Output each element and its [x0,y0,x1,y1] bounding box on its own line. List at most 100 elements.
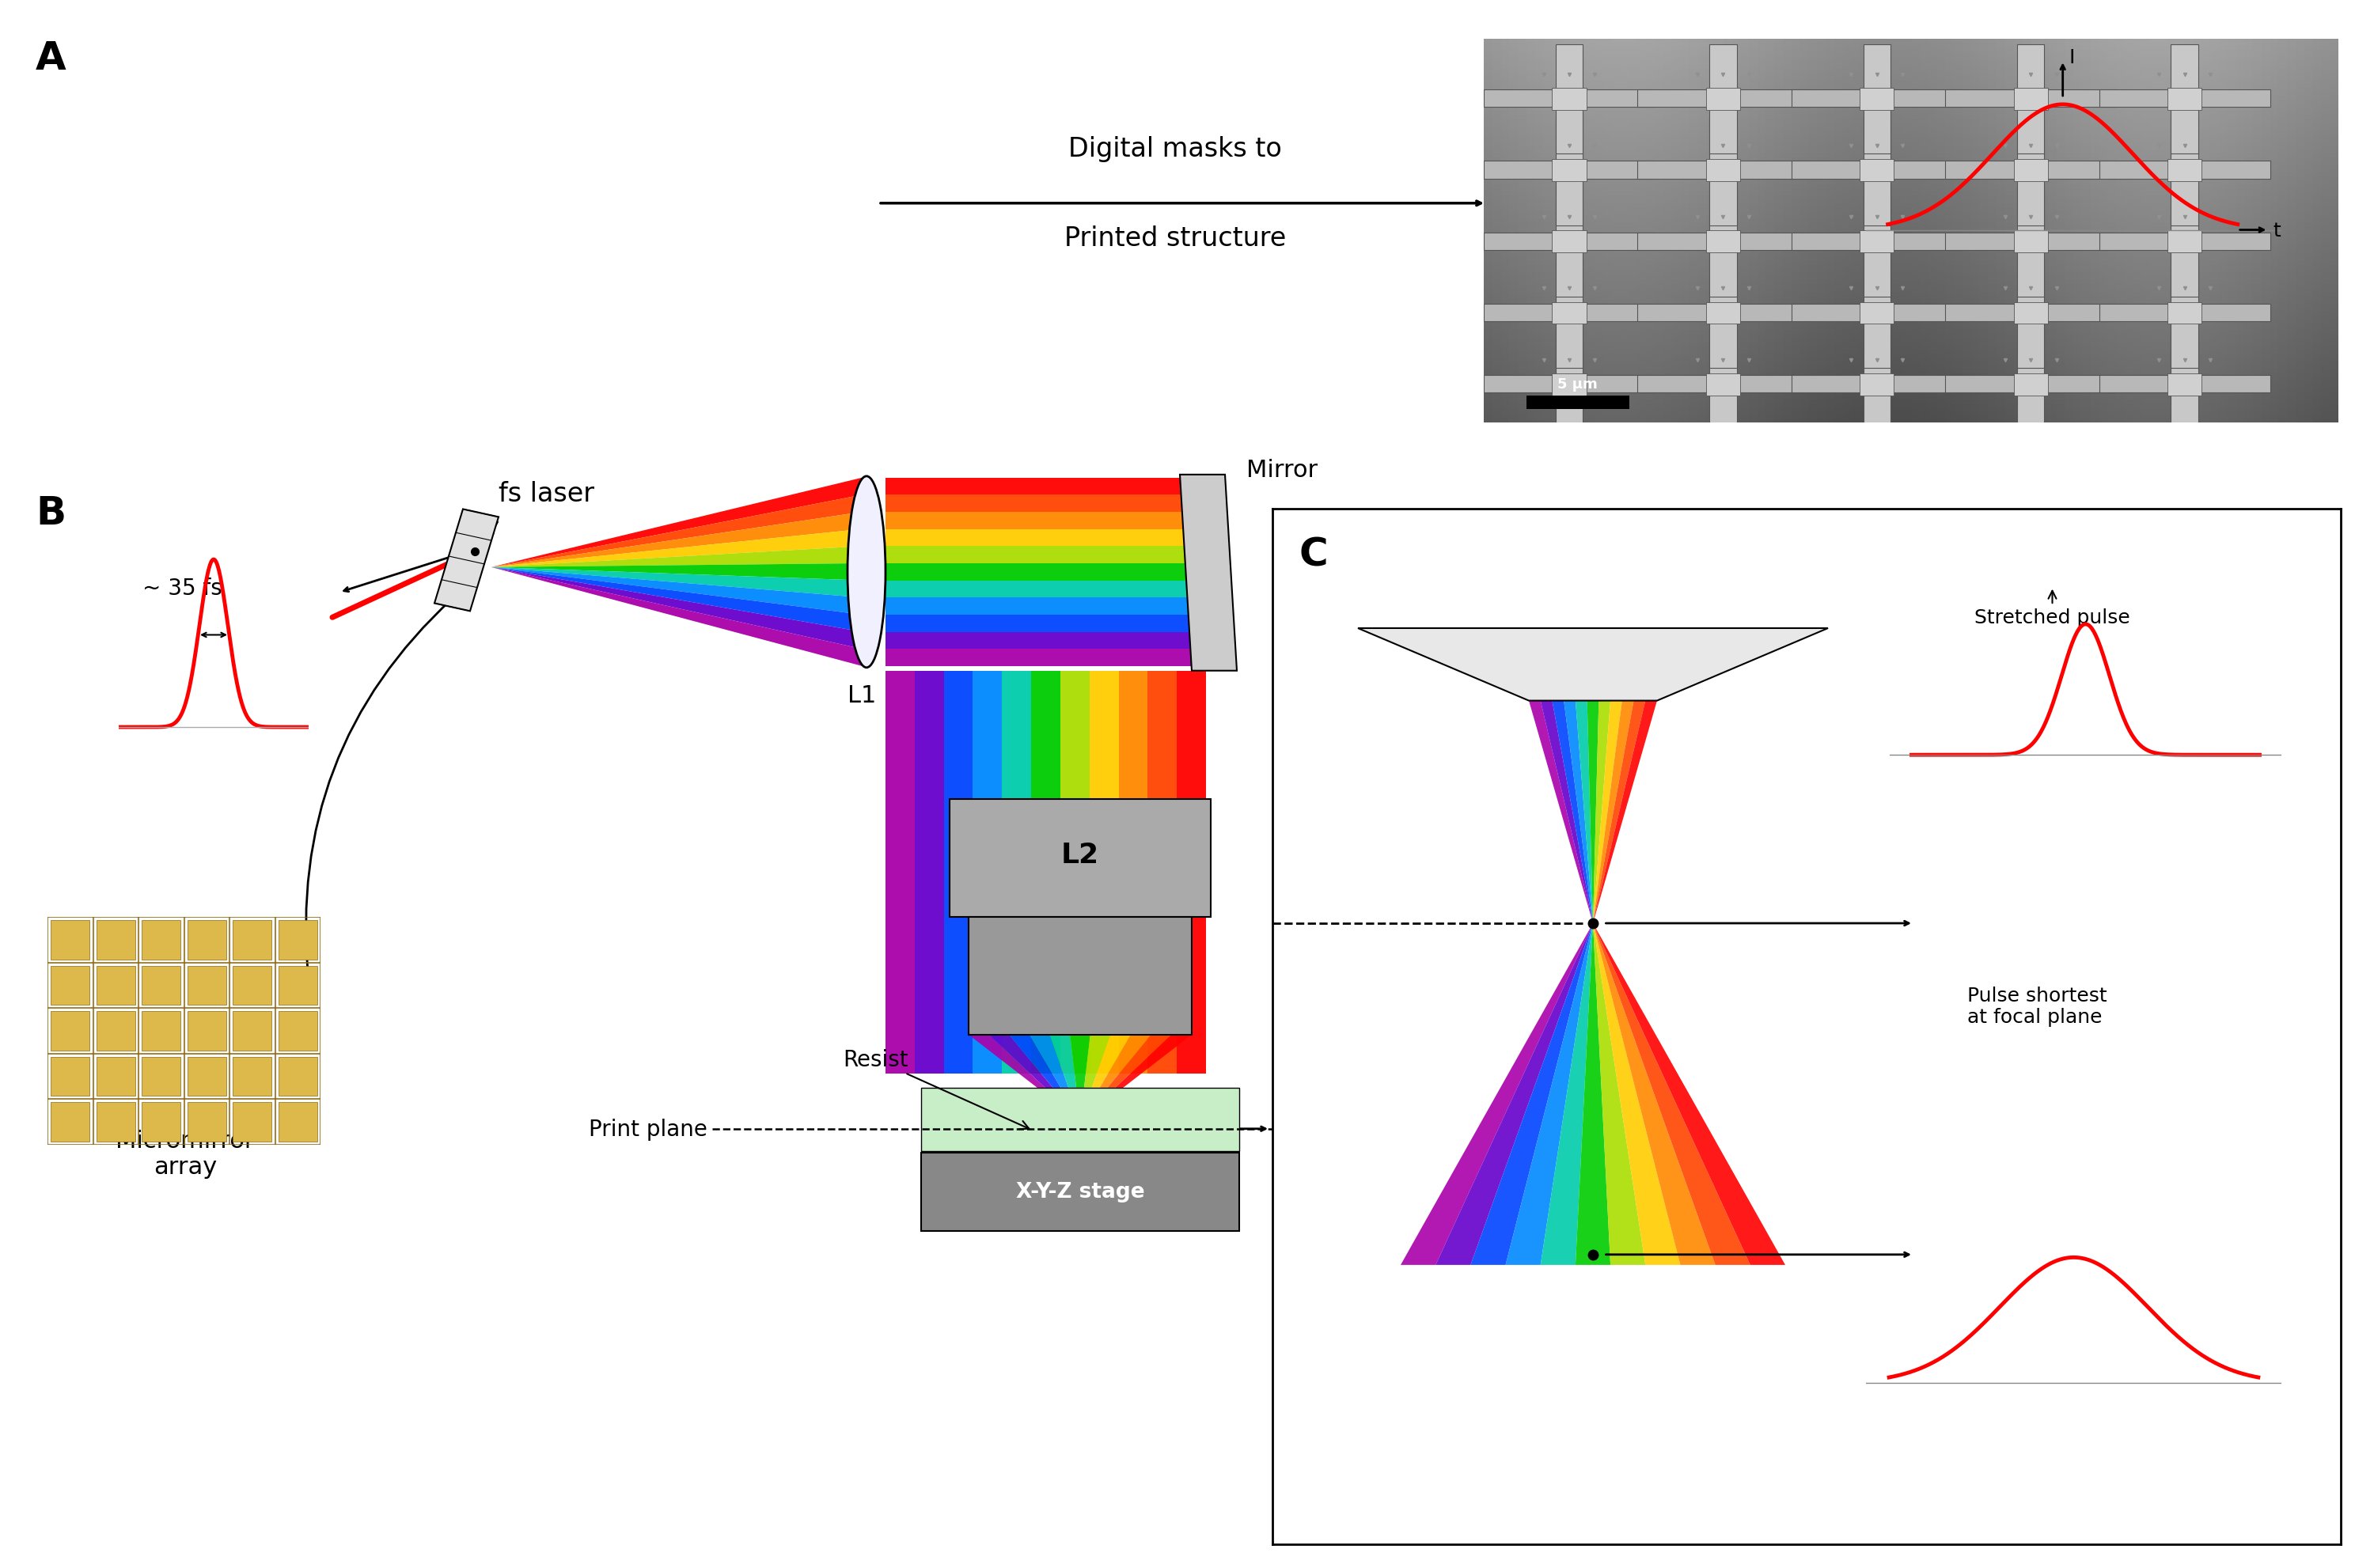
Polygon shape [1593,924,1645,1265]
Bar [2167,89,2201,110]
Polygon shape [969,1035,1080,1121]
Text: Mirror: Mirror [1246,459,1318,481]
Polygon shape [1061,671,1090,1074]
Bar [1707,375,1740,397]
Bar [142,966,180,1005]
Bar [1484,162,1655,179]
Bar [2018,259,2044,368]
Bar [1707,232,1740,254]
Polygon shape [1529,701,1593,924]
Polygon shape [1401,924,1593,1265]
Bar [1792,376,1963,394]
Polygon shape [1593,701,1657,924]
Polygon shape [491,478,862,568]
Bar [1944,234,2115,251]
Bar [142,1057,180,1096]
Bar [1864,188,1890,298]
Polygon shape [1009,1035,1080,1121]
Bar [97,1011,135,1051]
Polygon shape [973,671,1002,1074]
Bar [1484,376,1655,394]
Bar [1864,45,1890,155]
Polygon shape [886,564,1206,580]
Polygon shape [1080,1035,1192,1121]
Bar [2170,188,2198,298]
Text: B: B [36,494,66,532]
Polygon shape [1564,701,1593,924]
Bar [188,920,226,960]
Text: fs laser: fs laser [499,481,594,506]
Polygon shape [1541,701,1593,924]
Bar [2018,188,2044,298]
Bar [1638,162,1809,179]
Bar [1792,162,1963,179]
Polygon shape [1080,1035,1111,1121]
Polygon shape [886,530,1206,547]
Bar [1944,162,2115,179]
Bar [2167,160,2201,182]
Bar [2167,375,2201,397]
Text: X-Y-Z stage: X-Y-Z stage [1016,1181,1144,1203]
Polygon shape [990,1121,1080,1151]
Bar [2099,304,2270,321]
Polygon shape [1080,1121,1192,1151]
Bar [233,1102,271,1142]
Text: Printed structure: Printed structure [1064,226,1287,251]
Polygon shape [886,513,1206,530]
Bar [142,920,180,960]
Polygon shape [1030,1121,1080,1151]
Bar [2099,376,2270,394]
Polygon shape [1009,1121,1080,1151]
FancyBboxPatch shape [969,917,1192,1035]
Bar [1709,116,1738,226]
Polygon shape [886,495,1206,513]
Polygon shape [886,580,1206,597]
Bar [1484,234,1655,251]
Polygon shape [1593,701,1621,924]
Bar [1792,304,1963,321]
Bar [1553,375,1586,397]
Polygon shape [1030,671,1061,1074]
Bar [97,966,135,1005]
Polygon shape [491,568,862,666]
Polygon shape [945,671,973,1074]
FancyBboxPatch shape [921,1152,1239,1231]
Bar [2167,303,2201,325]
Polygon shape [886,671,914,1074]
Polygon shape [1593,924,1716,1265]
Bar [1553,303,1586,325]
Polygon shape [491,568,862,597]
Text: Pulse shortest
at focal plane: Pulse shortest at focal plane [1966,986,2106,1027]
Text: Resist: Resist [843,1049,1028,1129]
Bar [2170,45,2198,155]
Bar [50,1011,90,1051]
Polygon shape [914,671,945,1074]
Bar [278,1011,318,1051]
Bar [1709,188,1738,298]
Bar [50,1057,90,1096]
Bar [188,1011,226,1051]
Bar [1707,303,1740,325]
Bar [2170,259,2198,368]
Bar [188,966,226,1005]
Bar [1638,376,1809,394]
Polygon shape [969,1121,1080,1151]
Polygon shape [886,615,1206,632]
Bar [1792,91,1963,108]
Polygon shape [1147,671,1178,1074]
Polygon shape [1541,924,1593,1265]
Bar [1484,304,1655,321]
Polygon shape [1118,671,1147,1074]
Text: Stretched pulse: Stretched pulse [1975,591,2129,627]
Bar [921,1088,1239,1151]
Bar [1553,89,1586,110]
Polygon shape [1358,629,1828,701]
Bar [1555,259,1583,368]
Text: ~ 35 fs: ~ 35 fs [142,577,223,599]
Polygon shape [1593,701,1610,924]
Polygon shape [491,568,862,649]
Bar [2099,91,2270,108]
Bar [142,1102,180,1142]
Bar [2013,89,2049,110]
Bar [278,1102,318,1142]
